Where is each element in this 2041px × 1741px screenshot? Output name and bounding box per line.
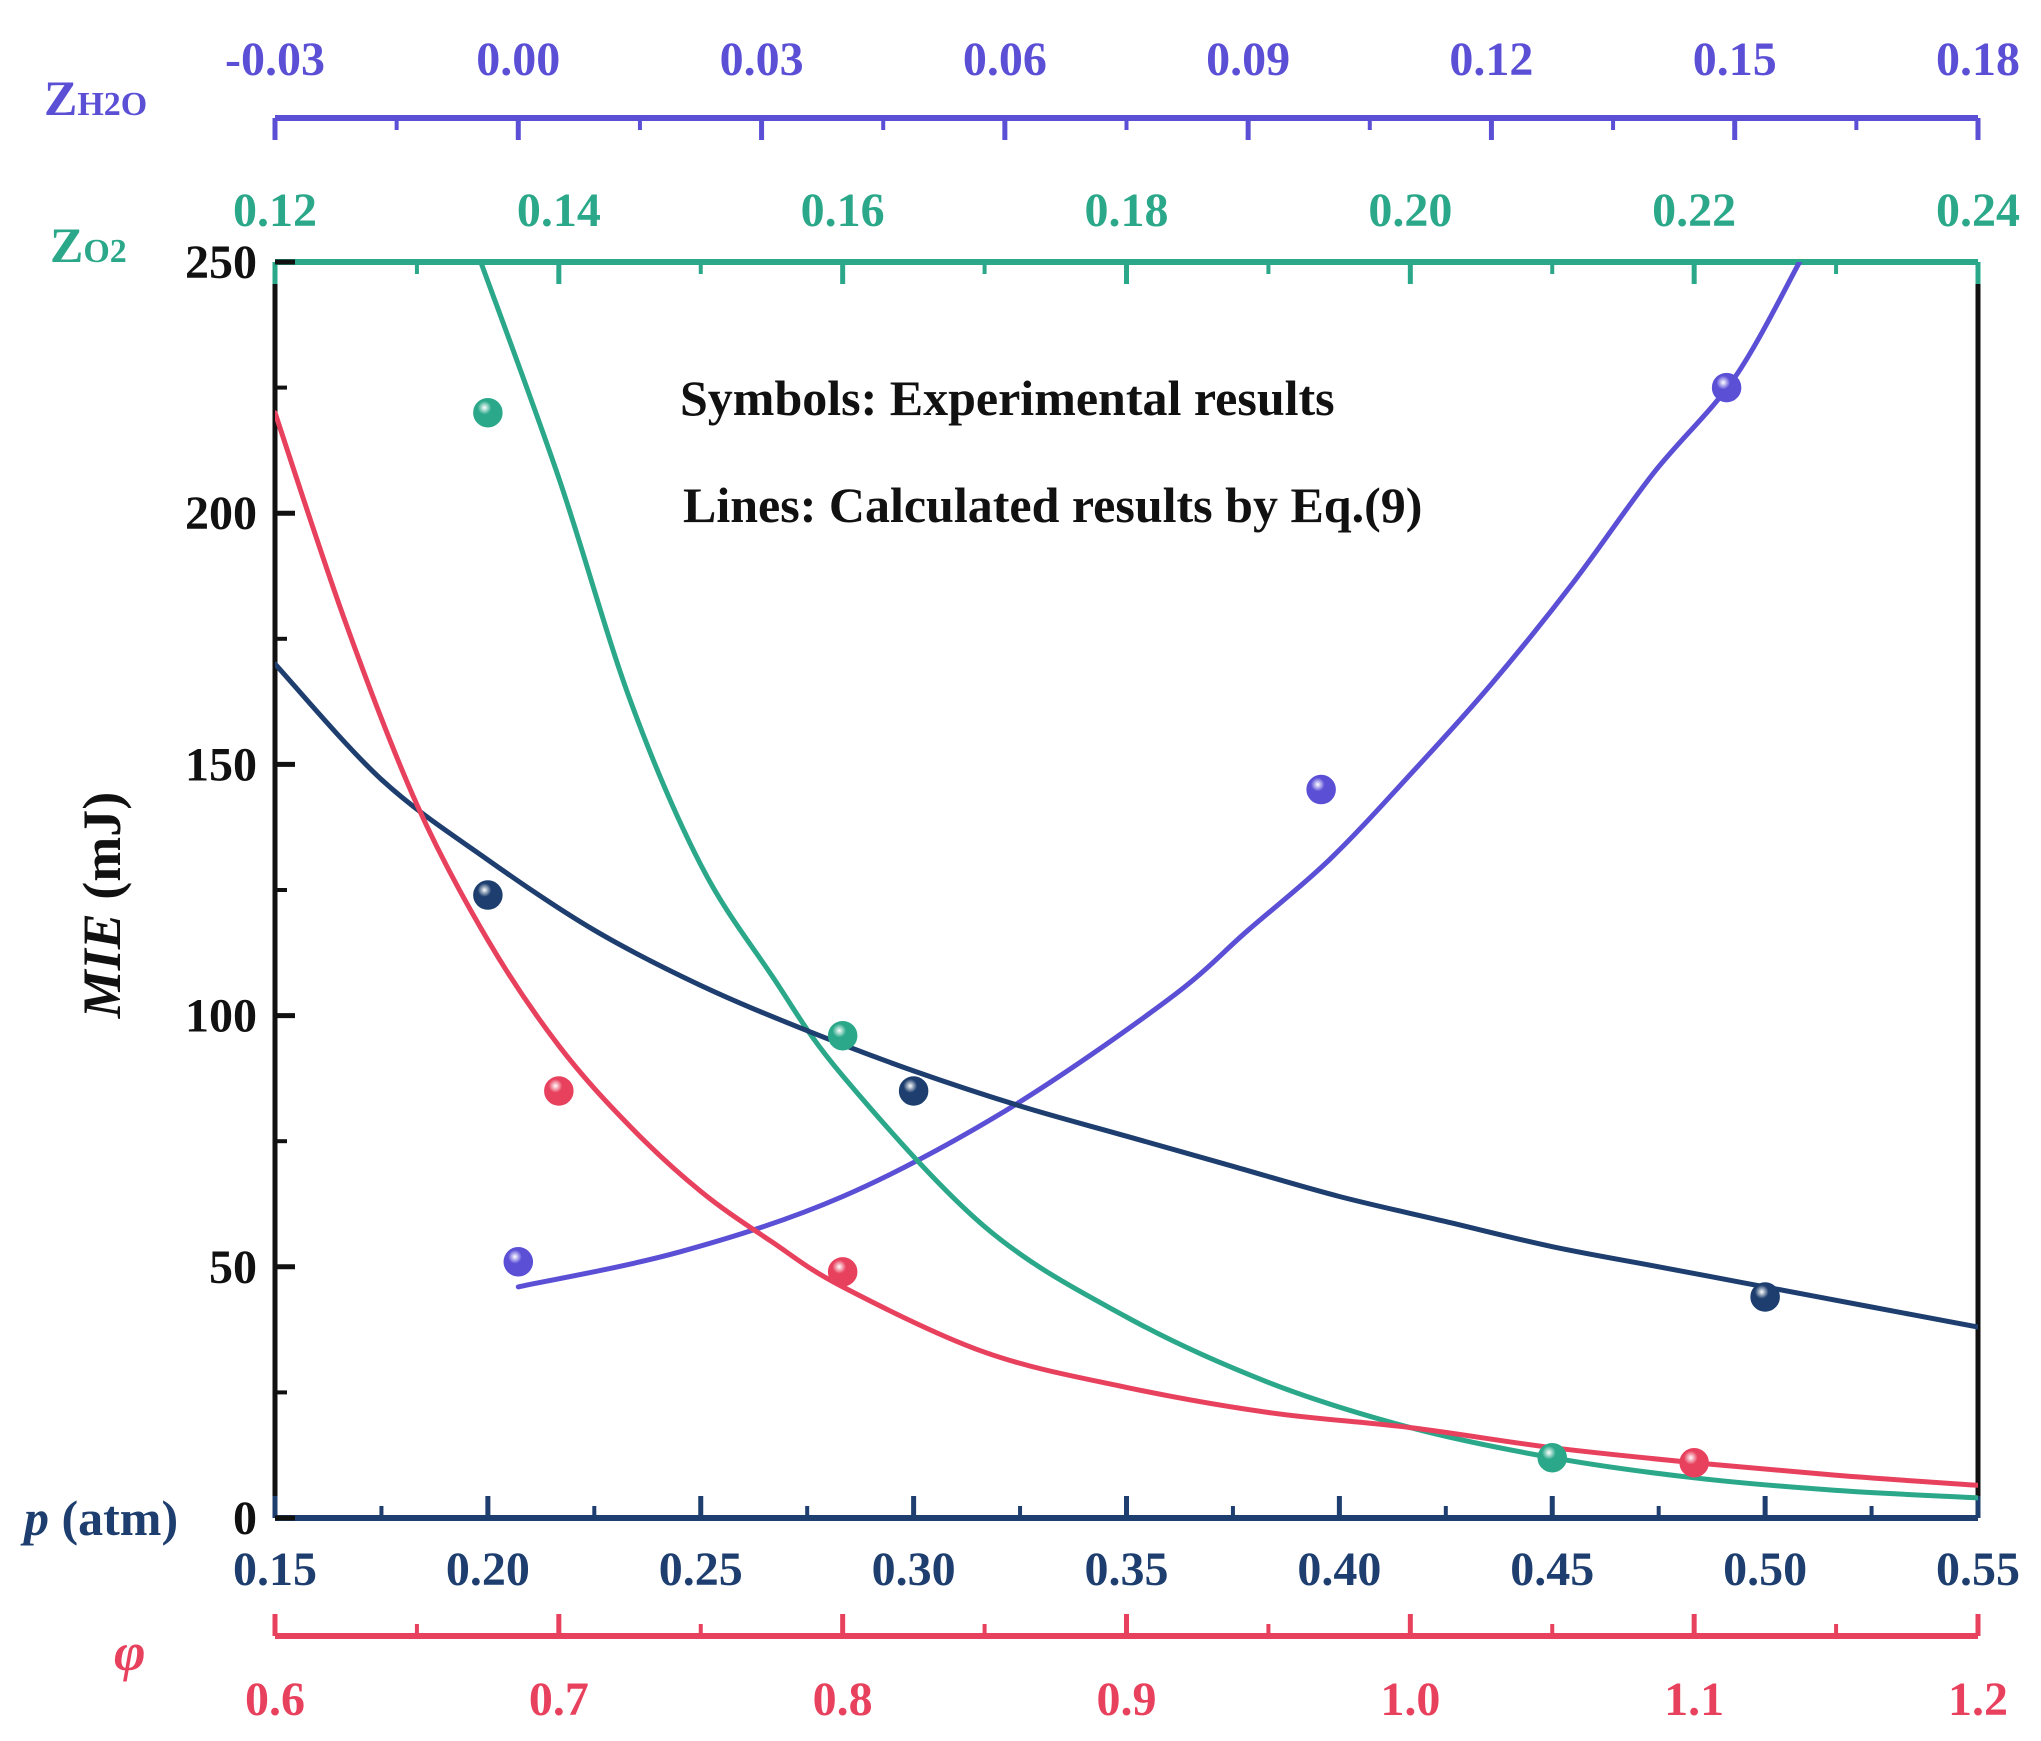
annotation-lines: Lines: Calculated results by Eq.(9) [683, 477, 1422, 533]
zh2o-axis-tick-label: 0.15 [1693, 33, 1777, 86]
zh2o-axis-tick-label: 0.03 [720, 33, 804, 86]
phi-axis-tick-label: 0.8 [813, 1673, 873, 1726]
point-phi [1679, 1447, 1709, 1478]
mie-axis-title-unit: (mJ) [72, 792, 132, 913]
zh2o-axis-tick-label: 0.12 [1449, 33, 1533, 86]
zh2o-axis-tick-label: 0.00 [476, 33, 560, 86]
phi-axis-tick-label: 1.2 [1948, 1673, 2008, 1726]
point-zo2 [1537, 1442, 1567, 1473]
mie-axis-tick-label: 0 [233, 1492, 257, 1545]
pressure-axis-tick-label: 0.40 [1297, 1543, 1381, 1596]
zo2-axis-tick-label: 0.20 [1368, 184, 1452, 237]
zh2o-axis-tick-label: -0.03 [225, 33, 325, 86]
point-zo2 [827, 1020, 858, 1051]
zo2-axis-tick-label: 0.22 [1652, 184, 1736, 237]
pressure-axis-tick-label: 0.35 [1085, 1543, 1169, 1596]
point-p [898, 1076, 929, 1106]
pressure-axis-tick-label: 0.45 [1510, 1543, 1594, 1596]
point-zh2o [503, 1247, 534, 1277]
experimental-points [473, 372, 1780, 1478]
zo2-axis: 0.12 0.14 0.16 0.18 0.20 0.22 0.24 [233, 184, 2020, 284]
mie-axis: 0 50 100 150 200 250 [185, 236, 295, 1545]
pressure-axis-tick-label: 0.15 [233, 1543, 317, 1596]
pressure-axis-tick-label: 0.50 [1723, 1543, 1807, 1596]
phi-axis-tick-label: 1.1 [1664, 1673, 1724, 1726]
zh2o-axis-title-sub: H2O [77, 86, 147, 123]
point-zh2o [1306, 774, 1336, 805]
mie-axis-title: MIE (mJ) [72, 792, 132, 1020]
annotation-symbols: Symbols: Experimental results [680, 370, 1335, 426]
curve-zh2o [515, 262, 1803, 1290]
phi-axis-tick-label: 0.9 [1097, 1673, 1157, 1726]
pressure-axis-tick-label: 0.55 [1936, 1543, 2020, 1596]
phi-axis-tick-label: 1.0 [1380, 1673, 1440, 1726]
pressure-axis-tick-label: 0.25 [659, 1543, 743, 1596]
zh2o-axis: -0.03 0.00 0.03 0.06 0.09 0.12 0.15 0.18 [225, 33, 2020, 140]
pressure-axis-title: p (atm) [20, 1490, 178, 1546]
zh2o-axis-title-main: Z [44, 70, 77, 126]
pressure-axis-tick-label: 0.20 [446, 1543, 530, 1596]
mie-axis-tick-label: 100 [185, 990, 257, 1043]
phi-axis-tick-label: 0.7 [529, 1673, 589, 1726]
pressure-axis-title-unit: (atm) [49, 1490, 178, 1546]
phi-axis: 0.6 0.7 0.8 0.9 1.0 1.1 1.2 [245, 1614, 2008, 1726]
phi-axis-title: φ [114, 1622, 146, 1682]
mie-axis-tick-label: 200 [185, 487, 257, 540]
zo2-axis-tick-label: 0.16 [801, 184, 885, 237]
point-zo2 [473, 397, 503, 428]
mie-axis-tick-label: 150 [185, 738, 257, 791]
zo2-axis-title-sub: O2 [83, 233, 126, 270]
curve-phi [275, 410, 1978, 1488]
curve-zo2 [478, 262, 1978, 1501]
zh2o-axis-tick-label: 0.06 [963, 33, 1047, 86]
point-p [1750, 1282, 1780, 1312]
mie-axis-tick-label: 250 [185, 236, 257, 289]
pressure-axis-title-main: p [20, 1490, 49, 1546]
point-zh2o [1711, 372, 1742, 403]
zh2o-axis-tick-label: 0.09 [1206, 33, 1290, 86]
zh2o-axis-tick-label: 0.18 [1936, 33, 2020, 86]
mie-axis-tick-label: 50 [209, 1241, 257, 1294]
mie-axis-title-main: MIE [72, 913, 132, 1019]
phi-axis-tick-label: 0.6 [245, 1673, 305, 1726]
zo2-axis-tick-label: 0.24 [1936, 184, 2020, 237]
zo2-axis-title-main: Z [50, 217, 83, 273]
calculated-curves [275, 262, 1978, 1501]
zh2o-axis-title: ZH2O [44, 70, 147, 126]
zo2-axis-tick-label: 0.12 [233, 184, 317, 237]
zo2-axis-tick-label: 0.18 [1085, 184, 1169, 237]
point-phi [544, 1076, 574, 1106]
zo2-axis-title: ZO2 [50, 217, 127, 273]
curve-p [275, 661, 1978, 1330]
point-phi [827, 1257, 858, 1287]
pressure-axis: 0.15 0.20 0.25 0.30 0.35 0.40 0.45 0.50 0.55 [233, 1496, 2020, 1596]
zo2-axis-tick-label: 0.14 [517, 184, 601, 237]
point-p [473, 880, 503, 910]
pressure-axis-tick-label: 0.30 [872, 1543, 956, 1596]
